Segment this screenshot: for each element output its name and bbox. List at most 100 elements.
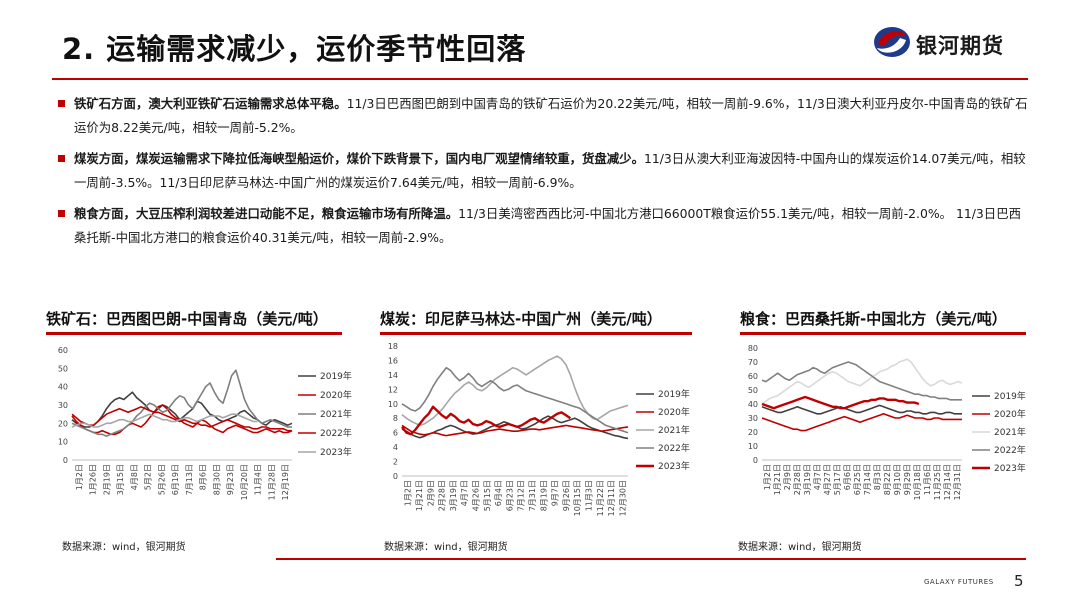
- y-tick-label: 30: [58, 401, 68, 410]
- x-tick-label: 6月6日: [843, 464, 852, 490]
- x-tick-label: 7月31日: [528, 480, 537, 511]
- x-tick-label: 12月31日: [953, 464, 962, 500]
- legend-label: 2023年: [320, 446, 352, 458]
- x-tick-label: 5月26日: [157, 464, 166, 495]
- legend-label: 2019年: [658, 388, 690, 400]
- x-tick-label: 3月19日: [803, 464, 812, 495]
- chart-source: 数据来源：wind，银河期货: [738, 542, 862, 553]
- x-tick-label: 8月6日: [199, 464, 208, 490]
- x-tick-label: 12月30日: [618, 480, 627, 516]
- y-tick-label: 40: [58, 383, 68, 392]
- chart-title-underline: [380, 332, 692, 335]
- page-number: 5: [1014, 572, 1024, 590]
- x-tick-label: 1月26日: [89, 464, 98, 495]
- bullet-body: 11/3日巴西图巴朗到中国青岛的铁矿石运价为20.22美元/吨，相较一周前-9.…: [74, 96, 1028, 135]
- bullet-lead: 粮食方面，大豆压榨利润较差进口动能不足，粮食运输市场有所降温。: [74, 206, 459, 221]
- bullet-square-icon: [58, 210, 65, 217]
- legend-label: 2019年: [320, 370, 352, 382]
- series-line-2022年: [401, 366, 629, 434]
- legend-label: 2023年: [658, 460, 690, 472]
- x-tick-label: 9月10日: [893, 464, 902, 495]
- company-logo: 银河期货: [872, 22, 1042, 66]
- x-tick-label: 4月7日: [460, 480, 469, 506]
- y-tick-label: 16: [388, 356, 398, 365]
- y-tick-label: 8: [393, 414, 398, 423]
- x-tick-label: 6月25日: [853, 464, 862, 495]
- logo-text: 银河期货: [916, 34, 1004, 58]
- coal-chart-panel: 煤炭：印尼萨马林达-中国广州（美元/吨） 0 2 4 6 8 10 12 14 16 18 1月2日…: [380, 298, 700, 548]
- chart-title-underline: [740, 332, 1026, 335]
- series-line-2022年: [761, 361, 962, 401]
- x-tick-label: 8月3日: [873, 464, 882, 490]
- x-tick-label: 4月8日: [130, 464, 139, 490]
- y-tick-label: 10: [388, 400, 398, 409]
- legend-label: 2020年: [658, 406, 690, 418]
- footer-divider: [276, 558, 1026, 560]
- bullet-square-icon: [58, 100, 65, 107]
- iron-ore-line-chart: 0 10 20 30 40 50 60 1月2日 1月26日 2月19日 3月15日 4月8日 5月2日…: [58, 346, 352, 500]
- y-tick-label: 2: [393, 458, 398, 467]
- x-tick-label: 6月19日: [171, 464, 180, 495]
- x-tick-label: 10月18日: [913, 464, 922, 500]
- grain-chart-panel: 粮食：巴西桑托斯-中国北方（美元/吨） 0 10 20 30 40 50 60 70 80 1月2…: [740, 298, 1030, 548]
- chart-title: 铁矿石：巴西图巴朗-中国青岛（美元/吨）: [46, 310, 328, 328]
- x-tick-label: 4月27日: [823, 464, 832, 495]
- bullet-iron-ore: 铁矿石方面，澳大利亚铁矿石运输需求总体平稳。11/3日巴西图巴朗到中国青岛的铁矿…: [56, 92, 1028, 140]
- x-tick-label: 7月13日: [185, 464, 194, 495]
- x-tick-label: 3月19日: [449, 480, 458, 511]
- series-line-2021年: [71, 369, 292, 437]
- y-tick-label: 0: [393, 472, 398, 481]
- x-tick-label: 12月14日: [943, 464, 952, 500]
- x-tick-label: 11月3日: [584, 480, 593, 511]
- x-tick-label: 10月20日: [240, 464, 249, 500]
- legend-label: 2020年: [994, 408, 1026, 420]
- y-tick-label: 50: [748, 386, 758, 395]
- y-tick-label: 12: [388, 385, 398, 394]
- series-line-2023年: [71, 413, 258, 428]
- x-tick-label: 4月7日: [813, 464, 822, 490]
- x-tick-label: 11月28日: [267, 464, 276, 500]
- y-tick-label: 10: [748, 442, 758, 451]
- x-tick-label: 11月6日: [923, 464, 932, 495]
- x-tick-label: 1月2日: [763, 464, 772, 490]
- y-tick-label: 14: [388, 371, 398, 380]
- x-tick-label: 5月2日: [144, 464, 153, 490]
- bullet-square-icon: [58, 155, 65, 162]
- x-tick-label: 7月14日: [863, 464, 872, 495]
- y-tick-label: 4: [393, 443, 398, 452]
- y-tick-label: 10: [58, 438, 68, 447]
- x-tick-label: 3月15日: [116, 464, 125, 495]
- x-tick-label: 9月7日: [551, 480, 560, 506]
- x-tick-label: 7月12日: [517, 480, 526, 511]
- x-tick-label: 1月2日: [75, 464, 84, 490]
- legend-label: 2022年: [994, 444, 1026, 456]
- x-tick-label: 11月22日: [596, 480, 605, 516]
- y-tick-label: 70: [748, 358, 758, 367]
- x-tick-label: 12月11日: [607, 480, 616, 516]
- bullet-body: 11/3日从澳大利亚海波因特-中国舟山的煤炭运价14.07美元/吨，相较一周前-…: [74, 151, 1026, 190]
- legend-label: 2019年: [994, 390, 1026, 402]
- y-tick-label: 50: [58, 364, 68, 373]
- x-tick-label: 2月28日: [438, 480, 447, 511]
- y-tick-label: 6: [393, 429, 398, 438]
- y-tick-label: 0: [63, 456, 68, 465]
- series-line-2020年: [401, 424, 629, 437]
- grain-line-chart: 0 10 20 30 40 50 60 70 80 1月2日 1月21日 2月9日 2月28日 3月19日…: [748, 344, 1026, 500]
- x-tick-label: 2月9日: [783, 464, 792, 490]
- y-tick-label: 40: [748, 400, 758, 409]
- y-tick-label: 18: [388, 342, 398, 351]
- page-title: 2. 运输需求减少，运价季节性回落: [62, 32, 527, 66]
- x-tick-label: 1月2日: [404, 480, 413, 506]
- y-tick-label: 0: [753, 456, 758, 465]
- legend-label: 2021年: [320, 408, 352, 420]
- legend-label: 2022年: [658, 442, 690, 454]
- x-tick-label: 2月9日: [426, 480, 435, 506]
- chart-title: 煤炭：印尼萨马林达-中国广州（美元/吨）: [380, 310, 662, 328]
- x-tick-label: 8月30日: [212, 464, 221, 495]
- x-tick-label: 4月26日: [471, 480, 480, 511]
- y-tick-label: 60: [748, 372, 758, 381]
- chart-source: 数据来源：wind，银河期货: [384, 542, 508, 553]
- series-line-2021年: [401, 355, 629, 427]
- series-line-2020年: [71, 404, 293, 436]
- x-tick-label: 8月19日: [539, 480, 548, 511]
